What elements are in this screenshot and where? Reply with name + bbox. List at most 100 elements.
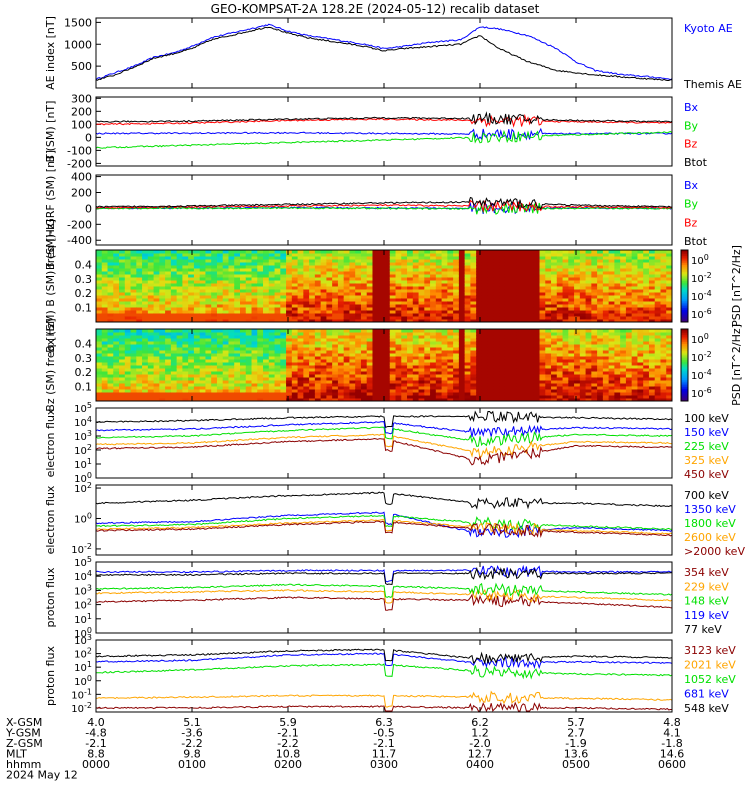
spectrogram-cell <box>591 341 598 345</box>
spectrogram-cell <box>608 395 615 399</box>
spectrogram-cell <box>337 377 345 381</box>
spectrogram-cell <box>620 338 627 342</box>
spectrogram-cell <box>660 295 667 299</box>
spectrogram-cell <box>551 292 558 296</box>
spectrogram-cell <box>631 380 638 384</box>
spectrogram-cell <box>389 298 397 302</box>
spectrogram-cell <box>568 250 575 254</box>
spectrogram-cell <box>320 298 327 302</box>
spectrogram-cell <box>435 274 443 278</box>
spectrogram-cell <box>643 341 650 345</box>
spectrogram-cell <box>360 307 368 311</box>
spectrogram-cell <box>349 289 356 293</box>
spectrogram-cell <box>268 310 276 314</box>
spectrogram-cell <box>522 274 529 278</box>
spectrogram-cell <box>528 262 535 266</box>
spectrogram-cell <box>245 338 253 342</box>
spectrogram-cell <box>222 338 229 342</box>
spectrogram-cell <box>107 353 114 357</box>
spectrogram-cell <box>516 250 523 254</box>
spectrogram-cell <box>625 319 633 323</box>
spectrogram-cell <box>291 389 299 393</box>
spectrogram-cell <box>631 313 638 317</box>
spectrogram-cell <box>170 259 178 263</box>
spectrogram-cell <box>412 335 420 339</box>
spectrogram-cell <box>245 250 253 254</box>
spectrogram-cell <box>631 265 638 269</box>
spectrogram-cell <box>216 277 224 281</box>
spectrogram-cell <box>435 298 443 302</box>
spectrogram-cell <box>579 298 587 302</box>
spectrogram-cell <box>585 262 592 266</box>
ytick-label: -400 <box>67 234 92 247</box>
spectrogram-cell <box>574 392 581 396</box>
spectrogram-cell <box>631 338 638 342</box>
spectrogram-cell <box>441 371 448 375</box>
spectrogram-cell <box>407 383 414 387</box>
spectrogram-cell <box>528 356 535 360</box>
spectrogram-cell <box>188 310 195 314</box>
spectrogram-cell <box>251 353 258 357</box>
spectrogram-cell <box>418 329 425 333</box>
spectrogram-cell <box>579 362 587 366</box>
spectrogram-cell <box>257 283 264 287</box>
spectrogram-cell <box>153 292 160 296</box>
spectrogram-cell <box>343 289 350 293</box>
spectrogram-cell <box>274 298 281 302</box>
spectrogram-cell <box>418 341 425 345</box>
spectrogram-cell <box>666 335 673 339</box>
spectrogram-cell <box>430 256 437 260</box>
spectrogram-cell <box>291 298 299 302</box>
spectrogram-cell <box>614 262 621 266</box>
spectrogram-cell <box>470 380 477 384</box>
spectrogram-cell <box>418 274 425 278</box>
spectrogram-cell <box>643 280 650 284</box>
spectrogram-cell <box>585 316 592 320</box>
spectrogram-cell <box>165 335 172 339</box>
spectrogram-cell <box>182 310 189 314</box>
spectrogram-cell <box>476 368 483 372</box>
spectrogram-cell <box>579 398 587 402</box>
spectrogram-cell <box>551 268 558 272</box>
spectrogram-cell <box>280 344 287 348</box>
spectrogram-cell <box>286 298 293 302</box>
spectrogram-cell <box>556 395 564 399</box>
spectrogram-cell <box>625 377 633 381</box>
spectrogram-cell <box>614 377 621 381</box>
spectrogram-cell <box>366 371 373 375</box>
spectrogram-cell <box>205 268 212 272</box>
spectrogram-cell <box>447 335 454 339</box>
spectrogram-cell <box>401 347 408 351</box>
spectrogram-cell <box>666 253 673 257</box>
spectrogram-cell <box>493 283 500 287</box>
spectrogram-cell <box>424 271 431 275</box>
spectrogram-cell <box>378 332 385 336</box>
spectrogram-cell <box>360 377 368 381</box>
spectrogram-cell <box>142 280 149 284</box>
spectrogram-cell <box>314 253 322 257</box>
spectrogram-cell <box>211 316 218 320</box>
spectrogram-cell <box>355 338 362 342</box>
spectrogram-cell <box>245 335 253 339</box>
spectrogram-cell <box>533 374 541 378</box>
spectrogram-cell <box>222 353 229 357</box>
colorbar-segment <box>681 277 688 280</box>
spectrogram-cell <box>643 335 650 339</box>
spectrogram-cell <box>107 371 114 375</box>
spectrogram-cell <box>384 383 391 387</box>
spectrogram-cell <box>631 274 638 278</box>
spectrogram-cell <box>528 277 535 281</box>
spectrogram-cell <box>481 347 489 351</box>
spectrogram-cell <box>389 344 397 348</box>
spectrogram-cell <box>556 292 564 296</box>
spectrogram-cell <box>291 301 299 305</box>
spectrogram-cell <box>516 395 523 399</box>
spectrogram-cell <box>297 307 304 311</box>
spectrogram-cell <box>464 362 471 366</box>
spectrogram-cell <box>418 332 425 336</box>
spectrogram-cell <box>435 307 443 311</box>
spectrogram-cell <box>263 319 270 323</box>
spectrogram-cell <box>407 371 414 375</box>
spectrogram-cell <box>401 374 408 378</box>
spectrogram-cell <box>481 271 489 275</box>
